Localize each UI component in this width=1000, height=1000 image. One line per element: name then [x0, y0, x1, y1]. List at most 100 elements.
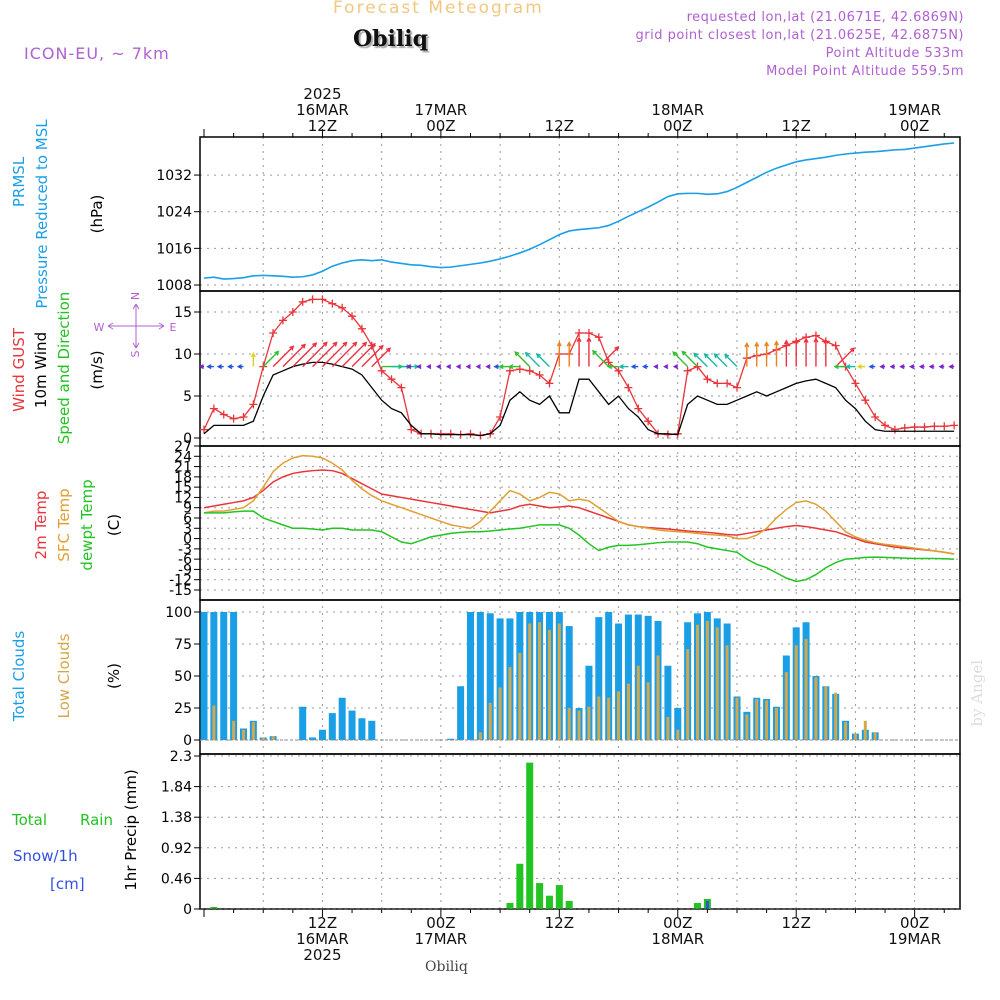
wind-arrow	[292, 342, 317, 368]
gust-marker	[466, 429, 475, 438]
total-cloud-bar	[605, 612, 613, 740]
tick-label: 15	[174, 305, 192, 321]
gust-marker	[338, 303, 347, 312]
gust-marker	[229, 414, 238, 423]
low-cloud-bar	[725, 645, 729, 740]
wind-arrowhead	[322, 341, 328, 347]
wind-arrowhead	[485, 364, 491, 370]
gust-marker	[288, 308, 297, 316]
wind-arrowhead	[342, 341, 348, 347]
rain-bar	[694, 903, 702, 909]
rain-bar	[516, 863, 524, 909]
time-label-bottom: 00Z	[900, 914, 929, 932]
gust-line	[203, 298, 955, 437]
wind-arrowhead	[653, 364, 659, 370]
gust-marker	[920, 423, 929, 432]
wind-arrowhead	[823, 338, 829, 344]
wind-arrow	[282, 344, 306, 368]
wind-arrowhead	[493, 364, 499, 370]
gust-marker	[594, 333, 603, 342]
panel-frame-pressure	[199, 136, 961, 292]
wind-arrowhead	[606, 364, 613, 370]
wind-arrowhead	[681, 350, 687, 356]
low-cloud-bar	[498, 687, 502, 740]
low-cloud-bar	[508, 667, 512, 740]
tick-label: 0	[183, 902, 192, 918]
pressure-axis: 1008 1016 1024 1032	[156, 168, 960, 294]
time-label-top: 17MAR	[415, 101, 468, 119]
wind-arrowhead	[556, 341, 562, 347]
low-cloud-bar	[784, 672, 788, 740]
low-cloud-bar	[518, 652, 522, 740]
total-cloud-bar	[585, 665, 593, 740]
low-cloud-bar	[488, 702, 492, 740]
wind-arrowhead	[198, 364, 204, 370]
gust-marker	[644, 417, 653, 426]
total-cloud-bar	[230, 612, 238, 740]
low-cloud-bar	[676, 729, 680, 740]
wind-arrow	[351, 343, 376, 368]
total-cloud-bar	[664, 665, 672, 740]
low-cloud-bar	[765, 700, 769, 740]
total-cloud-bar	[338, 697, 346, 740]
time-label-top: 19MAR	[888, 101, 941, 119]
low-cloud-bar	[715, 627, 719, 740]
total-cloud-bar	[624, 614, 632, 740]
gust-marker	[298, 297, 307, 306]
wind-arrowhead	[508, 364, 514, 370]
wind-axis: 0 5 10 15	[174, 305, 960, 447]
wind-arrowhead	[445, 364, 452, 370]
total-cloud-bar	[674, 708, 682, 740]
wind-arrowhead	[693, 352, 699, 358]
total-cloud-bar	[309, 737, 317, 740]
dewpt-line	[204, 510, 955, 583]
gust-marker	[614, 366, 623, 375]
wind-arrow	[321, 342, 347, 368]
gust-marker	[545, 379, 554, 388]
total-cloud-bar	[565, 626, 573, 740]
wind-label: 10m Wind	[32, 332, 50, 408]
wind-arrowhead	[764, 341, 770, 347]
wind-arrowhead	[868, 364, 874, 370]
low-cloud-bar	[212, 705, 216, 740]
low-cloud-bar	[261, 737, 265, 740]
total-cloud-bar	[447, 738, 455, 740]
tick-label: 0.92	[161, 841, 192, 857]
pressure-label-long: Pressure Reduced to MSL	[33, 119, 51, 309]
wind-arrowhead	[312, 342, 318, 348]
low-cloud-bar	[232, 720, 236, 740]
wind-direction-label: Speed and Direction	[55, 292, 73, 445]
low-cloud-bar	[863, 720, 867, 740]
gust-marker	[200, 425, 208, 434]
wind-arrow	[835, 347, 855, 368]
compass-w: W	[94, 321, 105, 334]
rain-bar	[536, 883, 544, 909]
panel-frame-temp	[199, 445, 961, 601]
total-cloud-bar	[318, 729, 326, 740]
time-label-bottom: 12Z	[545, 914, 574, 932]
low-cloud-bar	[834, 692, 838, 740]
tick-label: -9	[178, 562, 192, 578]
total-cloud-bar	[457, 686, 465, 740]
low-cloud-bar	[617, 691, 621, 740]
total-cloud-bar	[200, 612, 208, 740]
low-cloud-bar	[478, 732, 482, 740]
total-cloud-bar	[476, 612, 484, 740]
tick-label: 27	[174, 439, 192, 455]
wind-arrow	[514, 351, 531, 368]
wind-arrowhead	[416, 364, 422, 370]
wind-arrowhead	[274, 350, 280, 356]
gust-marker	[930, 422, 939, 431]
wind-arrowhead	[514, 351, 520, 357]
low-cloud-bar	[774, 708, 778, 740]
total-cloud-bar	[348, 710, 356, 740]
gust-marker	[910, 423, 919, 432]
total-cloud-bar	[299, 706, 307, 740]
snow-unit: [cm]	[50, 875, 85, 893]
low-cloud-bar	[241, 729, 245, 740]
tick-label: 18	[174, 470, 192, 486]
total-cloud-bar	[615, 623, 623, 740]
wind-arrowhead	[879, 364, 885, 370]
gust-marker	[209, 404, 218, 413]
